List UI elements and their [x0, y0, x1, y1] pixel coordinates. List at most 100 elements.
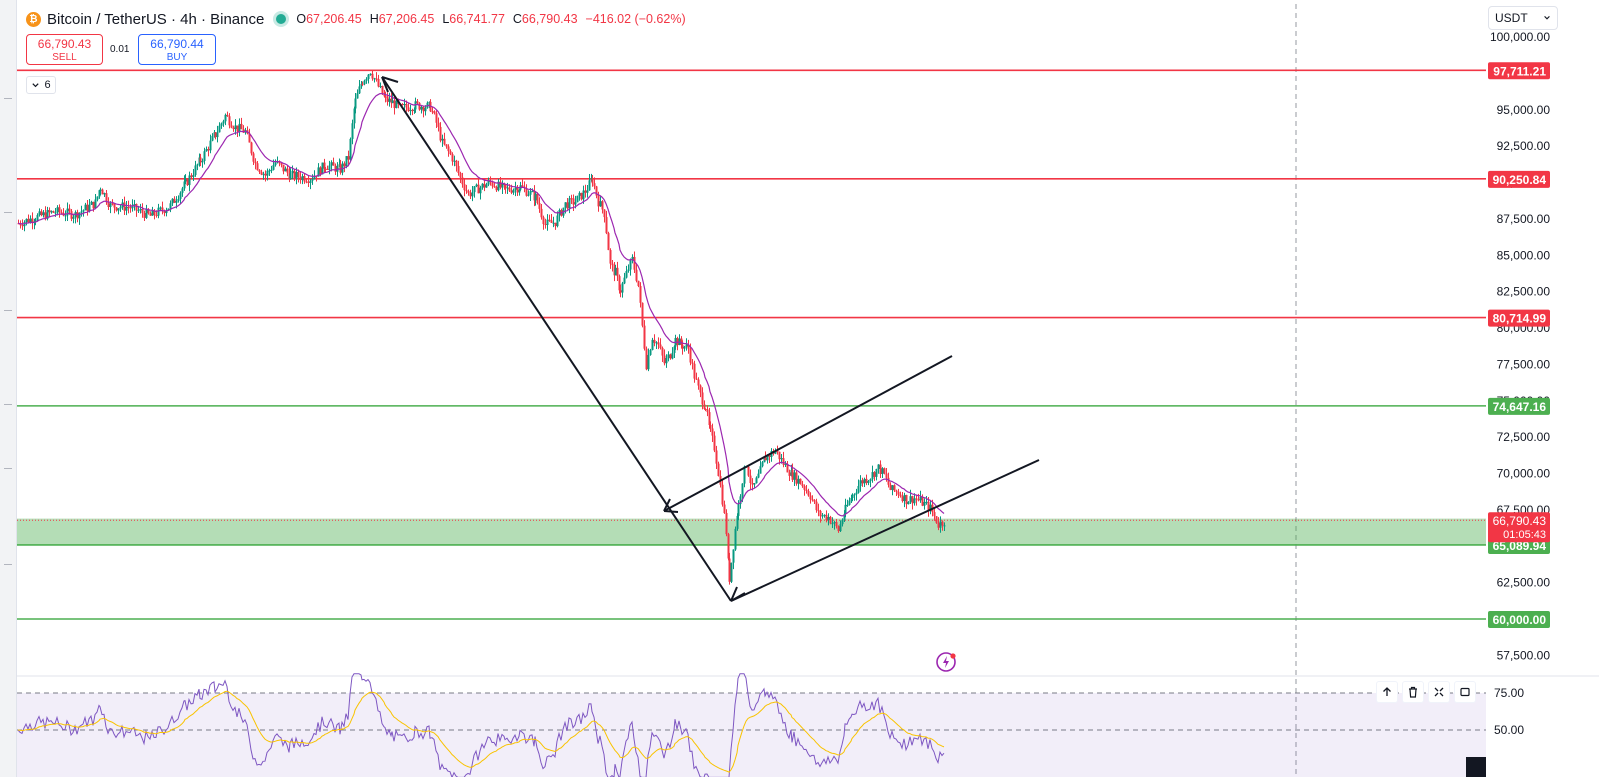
candle-body [576, 195, 579, 203]
candle-body [935, 516, 938, 523]
level-label-bg [1488, 611, 1550, 628]
candle-body [52, 211, 55, 213]
candle-body [536, 193, 539, 203]
candle-body [841, 519, 844, 525]
candle-body [786, 463, 789, 473]
candle-body [641, 302, 644, 326]
candle-body [424, 107, 427, 112]
current-price-bg [1488, 512, 1550, 543]
candle-body [377, 79, 380, 87]
candle-body [815, 501, 818, 511]
price-tick-label: 57,500.00 [1497, 648, 1551, 662]
candle-body [218, 125, 221, 133]
level-price-label: 90,250.84 [1488, 170, 1550, 188]
candle-body [887, 477, 890, 485]
indicators-toggle-button[interactable]: 6 [26, 76, 56, 94]
candle-body [173, 198, 176, 203]
price-tick-label: 72,500.00 [1497, 430, 1551, 444]
candle-body [893, 485, 896, 491]
candle-body [282, 164, 285, 172]
candle-body [347, 156, 350, 160]
candle-body [307, 181, 310, 183]
candle-body [721, 484, 724, 505]
candle-body [40, 211, 43, 216]
candle-body [234, 125, 237, 130]
candle-body [501, 183, 504, 188]
candle-body [309, 180, 312, 183]
candle-body [621, 283, 624, 293]
candle-body [155, 215, 158, 217]
buy-button[interactable]: 66,790.44 BUY [138, 34, 216, 65]
candle-body [411, 110, 414, 112]
sell-button[interactable]: 66,790.43 SELL [26, 34, 103, 65]
candle-body [60, 212, 63, 214]
sell-label: SELL [52, 52, 77, 63]
candle-body [510, 190, 513, 193]
candle-body [859, 480, 862, 487]
market-status-dot-icon[interactable] [276, 14, 287, 24]
price-tick-label: 95,000.00 [1497, 103, 1551, 117]
candle-body [693, 363, 696, 379]
candle-body [36, 215, 39, 221]
move-pane-up-button[interactable] [1376, 681, 1398, 703]
candle-body [757, 473, 760, 478]
candle-body [455, 160, 458, 167]
candle-body [44, 212, 47, 219]
candle-body [895, 490, 898, 492]
candle-body [848, 500, 851, 505]
candle-body [361, 83, 364, 85]
candle-body [659, 344, 662, 348]
drawings [381, 76, 1040, 602]
support-zone [17, 518, 1486, 545]
candle-body [177, 198, 180, 201]
candle-body [31, 218, 34, 224]
candle-body [383, 94, 386, 97]
level-label-text: 97,711.21 [1493, 64, 1546, 78]
candle-body [883, 468, 886, 474]
candle-body [418, 102, 421, 110]
symbol-legend[interactable]: ₿ Bitcoin / TetherUS · 4h · Binance O67,… [26, 9, 686, 29]
rsi-pane: 75.00 50.00 [17, 673, 1599, 777]
candle-body [293, 170, 296, 179]
symbol-title[interactable]: Bitcoin / TetherUS · 4h · Binance [47, 10, 265, 28]
ohlc-open: 67,206.45 [306, 12, 362, 26]
candle-body [416, 101, 419, 103]
maximize-pane-button[interactable] [1454, 681, 1476, 703]
candle-body [801, 484, 804, 487]
level-price-label: 74,647.16 [1488, 397, 1550, 415]
lightning-icon[interactable] [935, 651, 957, 673]
candle-body [546, 219, 549, 225]
candle-body [568, 198, 571, 209]
candle-body [326, 168, 329, 170]
candle-body [25, 218, 28, 223]
candle-body [755, 477, 758, 484]
candle-body [891, 485, 894, 491]
delete-pane-button[interactable] [1402, 681, 1424, 703]
sell-price: 66,790.43 [37, 37, 92, 51]
left-toolbar-edge [0, 0, 17, 777]
candle-body [305, 181, 308, 183]
candle-body [673, 346, 676, 353]
candle-body [230, 125, 233, 128]
candle-body [471, 192, 474, 197]
candle-body [607, 233, 610, 251]
candle-body [367, 74, 370, 79]
candle-body [457, 166, 460, 173]
candle-body [829, 516, 832, 524]
candle-body [194, 165, 197, 176]
downtrend-arrow-line [381, 76, 732, 602]
candle-body [207, 149, 210, 151]
candle-body [453, 160, 456, 162]
candle-body [586, 190, 589, 193]
candle-body [504, 185, 507, 189]
collapse-pane-button[interactable] [1428, 681, 1450, 703]
candle-body [564, 202, 567, 208]
candle-body [825, 514, 828, 521]
candle-body [324, 168, 327, 170]
candle-body [655, 342, 658, 344]
candle-body [286, 168, 289, 173]
candle-body [929, 504, 932, 511]
currency-select[interactable]: USDT [1488, 6, 1558, 30]
rsi-band [17, 693, 1486, 777]
